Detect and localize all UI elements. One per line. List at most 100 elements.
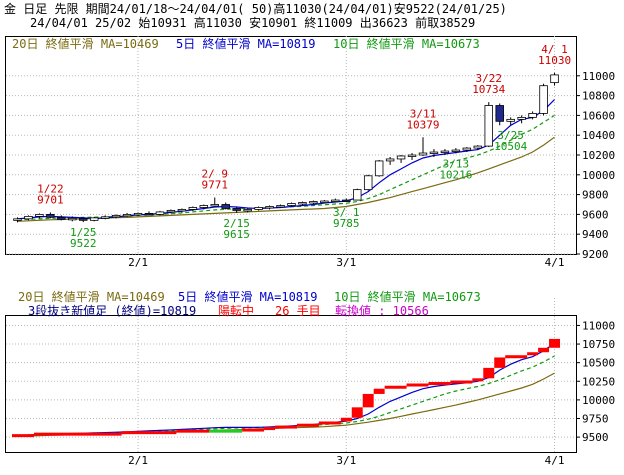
candle-body [287, 203, 296, 206]
candle [100, 215, 110, 220]
line-break-brick [296, 423, 319, 427]
p1-ytick-label: 11000 [582, 70, 615, 83]
candle-body [440, 150, 450, 153]
candle-body [550, 74, 559, 84]
line-break-brick [121, 431, 177, 435]
candle-body [133, 213, 143, 216]
candle [506, 117, 515, 125]
p2-ytick-label: 10500 [582, 357, 615, 370]
p1-ytick-label: 10000 [582, 169, 615, 182]
legend-ma20: 20日 終値平滑 MA=10469 [12, 36, 159, 51]
candle [495, 103, 504, 126]
annotation-date: 2/ 9 [202, 167, 229, 180]
candle-body [418, 152, 428, 156]
line-break-brick [12, 434, 34, 438]
candle [243, 208, 252, 213]
annotation-price: 10504 [494, 140, 527, 153]
candle [407, 153, 417, 160]
candle-body [155, 211, 165, 215]
candle-body [462, 147, 472, 151]
candle-body [243, 209, 252, 212]
candle [451, 148, 461, 154]
candle-body [495, 105, 504, 122]
line-break-brick [483, 367, 495, 379]
candle [232, 206, 241, 213]
p1-ytick-label: 9600 [582, 208, 609, 221]
p1-ytick-label: 10600 [582, 109, 615, 122]
candle-body [35, 213, 44, 217]
candle-body [68, 217, 77, 221]
kagi-panel-bricks [12, 338, 560, 438]
candle [287, 202, 296, 207]
candle [473, 145, 483, 151]
candle [265, 205, 274, 210]
line-break-brick [472, 378, 484, 382]
p1-xtick-label: 2/1 [128, 256, 148, 269]
candle [68, 216, 77, 222]
line-break-brick [275, 425, 297, 429]
candle-body [320, 200, 329, 203]
annotation-price: 11030 [538, 54, 571, 67]
p1-ytick-label: 9400 [582, 228, 609, 241]
annotation-price: 10216 [439, 168, 472, 181]
header-line1: 金 日足 先限 期間24/01/18～24/04/01( 50)高11030(2… [4, 1, 507, 16]
p1-ytick-label: 9800 [582, 189, 609, 202]
info-trend: 陽転中 [218, 303, 254, 318]
candle-body [46, 213, 55, 218]
info-step-count: 26 手目 [275, 304, 321, 318]
annotation-date: 3/22 [476, 72, 503, 85]
main-panel-candles [13, 72, 559, 223]
info-break-value: 3段抜き新値足 (終値)=10819 [28, 303, 196, 318]
line-break-brick [406, 383, 429, 387]
candle-body [111, 214, 121, 218]
candle [89, 216, 99, 222]
candle [440, 149, 450, 155]
candle-body [517, 116, 526, 120]
candle [199, 204, 209, 210]
candle-body [188, 207, 198, 210]
annotation-date: 3/13 [443, 157, 470, 170]
candle-body [506, 118, 515, 122]
candle-body [407, 154, 417, 157]
candle [342, 198, 351, 203]
candle-body [429, 151, 439, 154]
legend-ma10: 10日 終値平滑 MA=10673 [333, 36, 480, 51]
candle-body [451, 149, 461, 152]
candle [462, 147, 472, 153]
line-break-brick [428, 382, 451, 386]
candle-body [484, 105, 493, 147]
candle [276, 204, 285, 208]
candle [188, 206, 198, 211]
candle [353, 188, 362, 201]
annotation-date: 1/25 [70, 226, 97, 239]
candle-body [374, 160, 384, 177]
annotation-date: 3/11 [410, 107, 437, 120]
candle [35, 213, 44, 219]
candle [331, 198, 340, 203]
p1-ytick-label: 10200 [582, 149, 615, 162]
candle [254, 206, 263, 211]
candle [177, 208, 187, 213]
annotation-price: 9615 [223, 228, 250, 241]
candle [166, 209, 176, 214]
candle-body [122, 213, 132, 217]
candle-body [166, 210, 176, 213]
p1-xtick-label: 3/1 [336, 256, 356, 269]
candle-body [210, 204, 219, 207]
candle-body [363, 175, 373, 191]
line-break-brick [351, 407, 363, 418]
line-break-brick [494, 357, 506, 368]
line-break-brick [242, 428, 265, 432]
candle [309, 200, 318, 205]
p2-ytick-label: 9750 [582, 413, 609, 426]
annotation-date: 1/22 [37, 182, 64, 195]
candle-body [24, 215, 33, 220]
candle [320, 200, 329, 204]
p2-ytick-label: 10000 [582, 394, 615, 407]
candle [79, 217, 88, 223]
candle [418, 137, 428, 156]
line-break-brick [209, 429, 243, 433]
candle-body [385, 158, 395, 162]
p1-xtick-label: 4/1 [545, 256, 565, 269]
p1-ytick-label: 9200 [582, 248, 609, 261]
